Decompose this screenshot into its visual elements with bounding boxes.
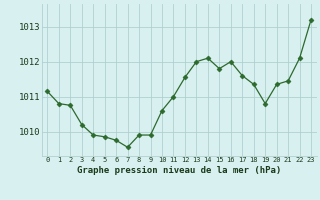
X-axis label: Graphe pression niveau de la mer (hPa): Graphe pression niveau de la mer (hPa): [77, 166, 281, 175]
